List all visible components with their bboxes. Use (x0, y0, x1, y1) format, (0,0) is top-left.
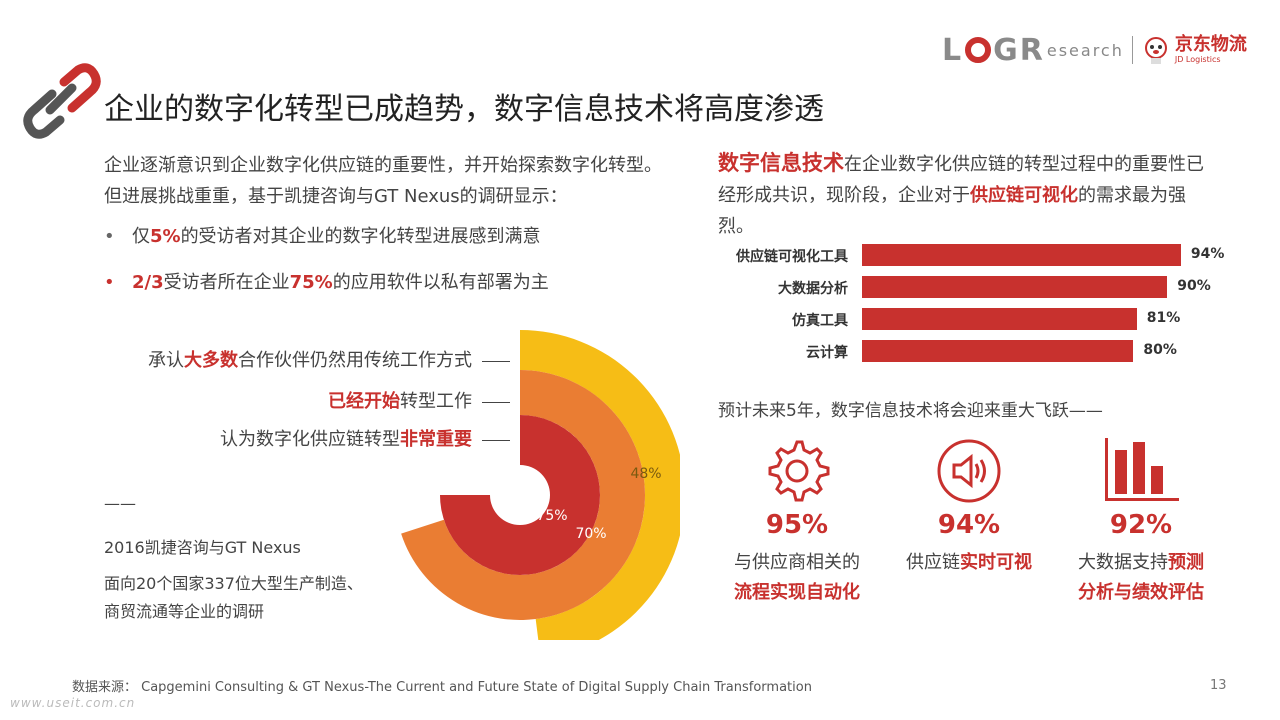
left-intro: 企业逐渐意识到企业数字化供应链的重要性，并开始探索数字化转型。但进展挑战重重，基… (104, 155, 662, 207)
survey-note-2: 面向20个国家337位大型生产制造、 (104, 574, 363, 593)
survey-note-3: 商贸流通等企业的调研 (104, 602, 265, 621)
forecast-text: 预计未来5年，数字信息技术将会迎来重大飞跃—— (718, 401, 1103, 421)
arc-segment (520, 330, 680, 640)
data-source: 数据来源： Capgemini Consulting & GT Nexus-Th… (72, 680, 812, 695)
brand-logo: L GR esearch 京东物流 JD Logistics (942, 32, 1247, 68)
arc-value-label: 70% (575, 526, 606, 542)
arc-segment (401, 370, 645, 620)
watermark: www.useit.com.cn (10, 696, 136, 710)
jd-logistics-logo: 京东物流 JD Logistics (1174, 34, 1247, 65)
bar-label: 供应链可视化工具 (736, 249, 848, 265)
arc-segment (440, 415, 600, 575)
bullet-2: • 2/3受访者所在企业75%的应用软件以私有部署为主 (104, 272, 549, 293)
bar-value-label: 94% (1190, 246, 1225, 262)
stat-automation: 95% 与供应商相关的 流程实现自动化 (712, 436, 882, 608)
legend-dash (482, 360, 510, 362)
bar-label: 仿真工具 (792, 313, 848, 329)
bar-label: 大数据分析 (778, 281, 848, 297)
arc-value-label: 48% (630, 466, 661, 482)
arc-value-label: 75% (536, 508, 567, 524)
logr-logo: L GR esearch (942, 32, 1124, 68)
bar (862, 276, 1168, 298)
bar-value-label: 81% (1146, 310, 1181, 326)
logo-o-icon (965, 37, 992, 63)
concentric-arc-chart: 75% 70% 48% (401, 330, 680, 640)
legend-outer: 承认大多数合作伙伴仍然用传统工作方式 (90, 346, 510, 372)
bar (862, 244, 1181, 266)
bullet-1: • 仅5%的受访者对其企业的数字化转型进展感到满意 (104, 226, 541, 247)
page-number: 13 (1210, 678, 1227, 693)
bar (862, 308, 1137, 330)
gear-icon (768, 440, 830, 502)
bar-label: 云计算 (806, 345, 848, 361)
jd-dog-icon (1144, 37, 1167, 64)
chain-link-icon (23, 63, 101, 139)
legend-middle: 已经开始转型工作 (90, 387, 510, 413)
stat-bigdata: 92% 大数据支持预测 分析与绩效评估 (1056, 436, 1226, 608)
legend-inner: 认为数字化供应链转型非常重要 (90, 425, 510, 451)
bar (862, 340, 1134, 362)
bar-chart-icon (1105, 438, 1179, 501)
logo-separator (1131, 36, 1133, 64)
horizontal-bar-chart: 供应链可视化工具 94% 大数据分析 90% 仿真工具 81% 云计算 80% (718, 244, 1224, 374)
page-title: 企业的数字化转型已成趋势，数字信息技术将高度渗透 (104, 92, 824, 127)
speaker-icon (937, 439, 1001, 503)
stat-visibility: 94% 供应链实时可视 (884, 436, 1054, 578)
legend-dash (482, 401, 510, 403)
bar-value-label: 80% (1143, 342, 1177, 358)
bar-value-label: 90% (1177, 278, 1211, 294)
legend-dash (482, 439, 510, 441)
survey-note-1: 2016凯捷咨询与GT Nexus (104, 538, 301, 557)
survey-note-dash: —— (104, 494, 136, 513)
right-intro: 数字信息技术在企业数字化供应链的转型过程中的重要性已经形成共识，现阶段，企业对于… (718, 151, 1204, 237)
